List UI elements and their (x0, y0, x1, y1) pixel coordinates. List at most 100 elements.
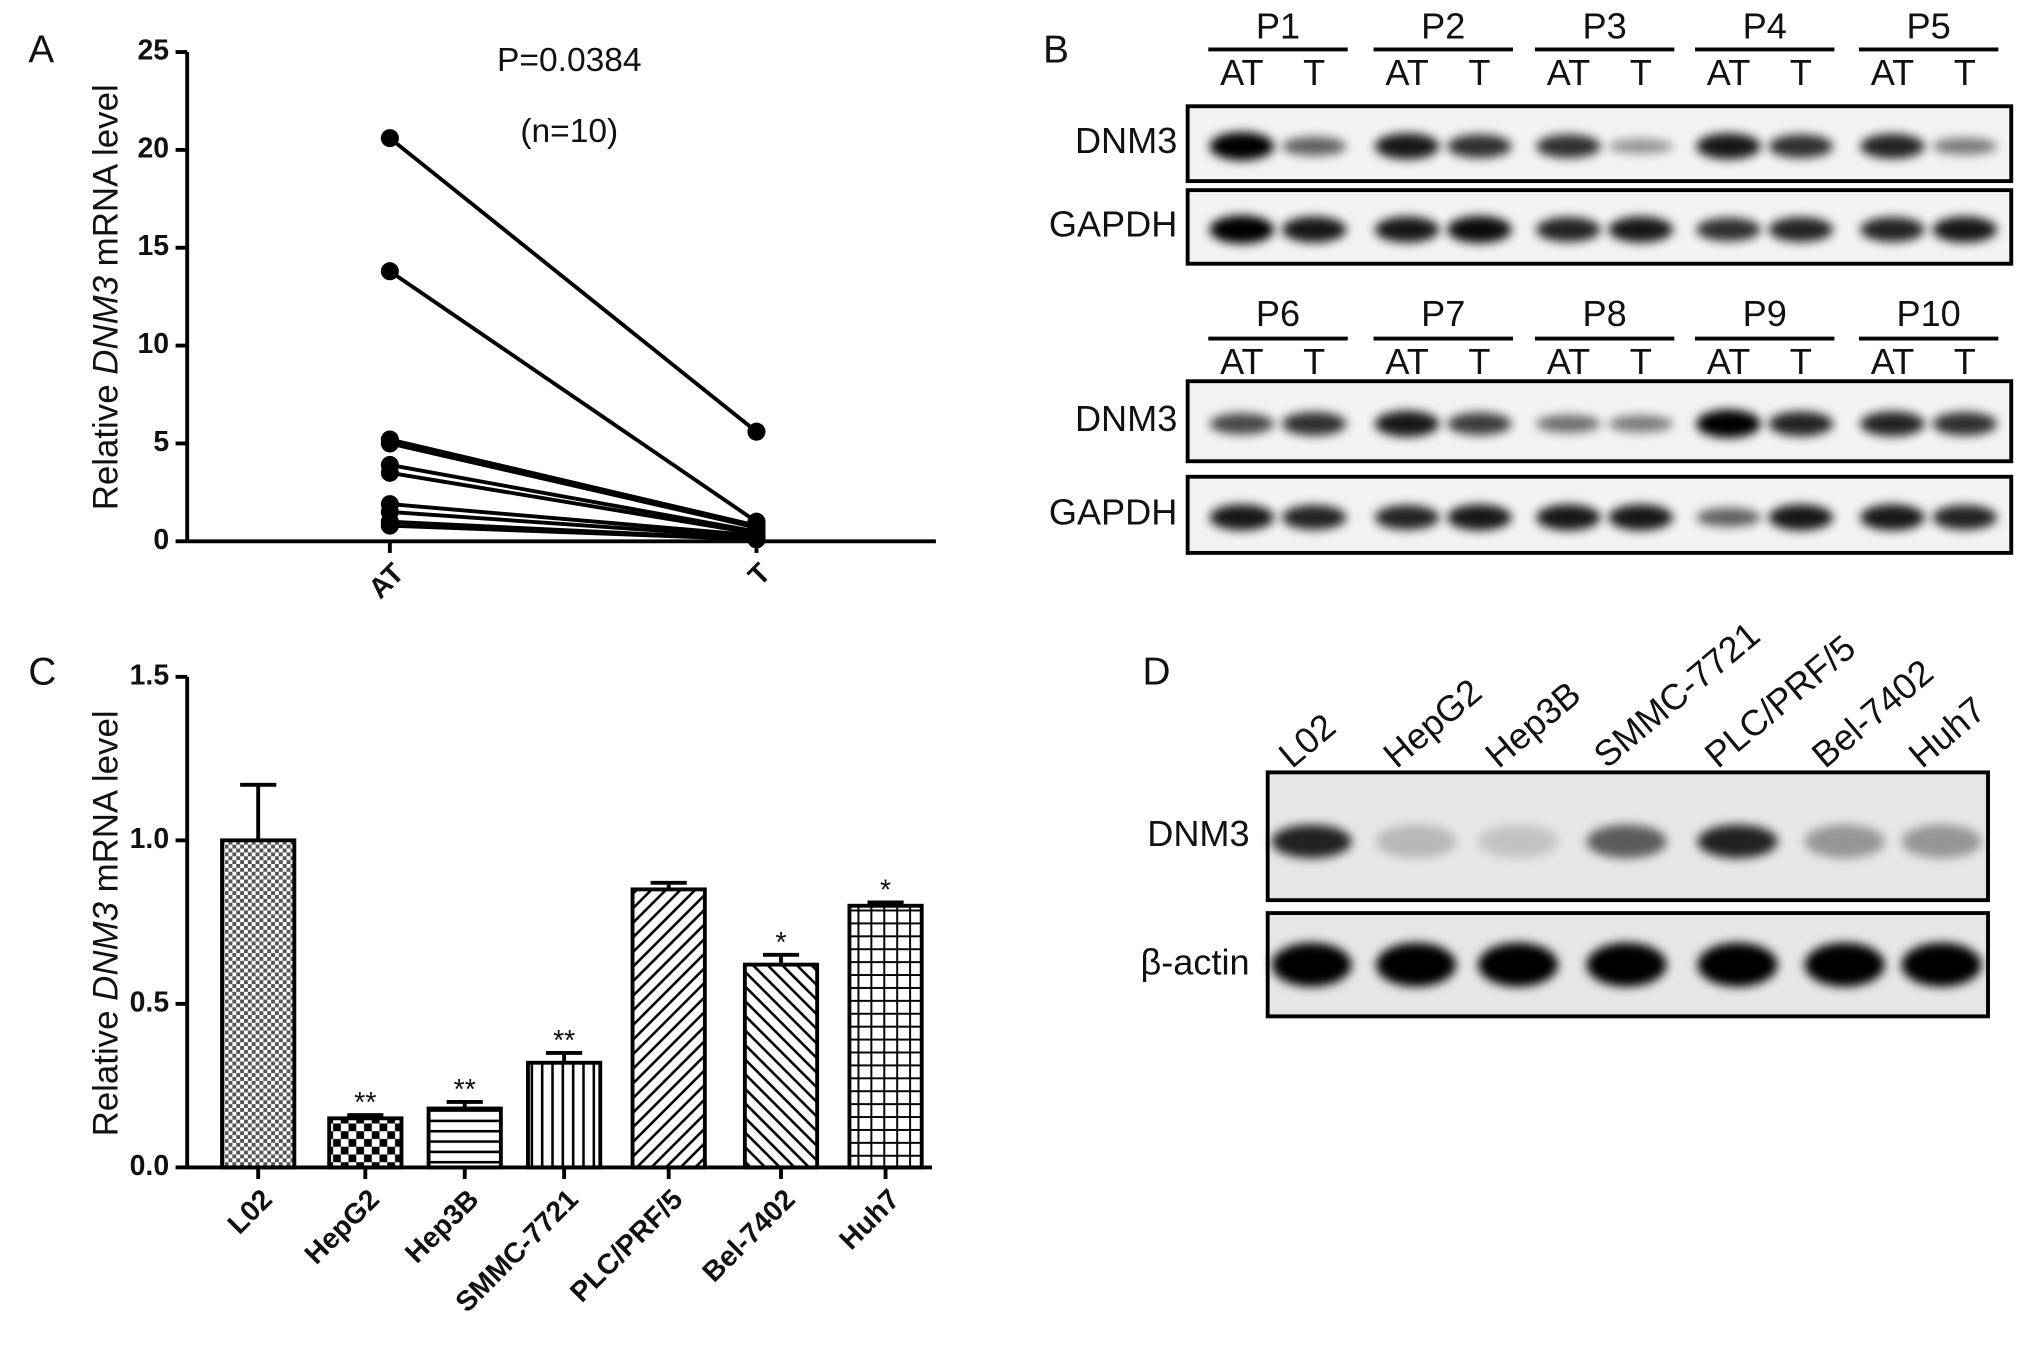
y-label-text: Relative (87, 1011, 126, 1137)
blot-band (1696, 409, 1761, 439)
patient-label: P8 (1583, 293, 1627, 334)
bar (847, 903, 924, 1170)
bar (526, 1060, 603, 1170)
data-point (747, 422, 766, 441)
y-label-gene: DNM3 (87, 901, 126, 1000)
y-tick-label: 0.5 (130, 986, 169, 1018)
patient-label: P9 (1743, 293, 1787, 334)
blot-band (1860, 411, 1925, 437)
bar (426, 1106, 503, 1170)
blot-band (1209, 132, 1275, 161)
lane-label: AT (1707, 341, 1750, 382)
blot-band (1932, 504, 1998, 530)
blot-band (1901, 942, 1982, 987)
blot-band (1271, 942, 1352, 987)
series-line (389, 470, 757, 536)
series-line (388, 269, 758, 524)
patient-label: P5 (1907, 5, 1951, 46)
annotation: (n=10) (520, 113, 618, 150)
blot-frame (1265, 911, 1990, 1019)
y-label-gene: DNM3 (87, 275, 126, 374)
lane-label: T (1790, 341, 1812, 382)
blot-band (1932, 137, 1998, 155)
blot-frame (1185, 474, 2014, 555)
lane-label: T (1303, 341, 1325, 382)
blot-band (1271, 824, 1352, 859)
blot-band (1374, 410, 1440, 437)
x-tick-label: PLC/PRF/5 (564, 1183, 689, 1308)
y-tick-label: 15 (138, 230, 170, 262)
y-label-text: Relative (87, 384, 126, 510)
y-axis-label: Relative DNM3 mRNA level (87, 710, 126, 1136)
y-tick-label: 0 (153, 524, 169, 556)
patient-label: P6 (1256, 293, 1300, 334)
bar (630, 887, 707, 1170)
blot-band (1901, 824, 1982, 859)
patient-label: P3 (1583, 5, 1627, 46)
patient-label: P10 (1896, 293, 1960, 334)
data-point (380, 434, 399, 453)
lane-label: T (1630, 341, 1652, 382)
blot-band (1374, 133, 1440, 160)
y-tick-label: 20 (138, 132, 170, 164)
blot-band (1376, 942, 1457, 987)
blot-band (1281, 136, 1347, 156)
y-tick-label: 1.5 (130, 659, 169, 691)
blot-band (1697, 824, 1778, 859)
lane-label: AT (1707, 52, 1750, 93)
x-tick-label: Hep3B (399, 1183, 485, 1269)
blot-band (1608, 415, 1674, 433)
lane-label: L02 (1271, 705, 1344, 775)
lane-label: AT (1871, 341, 1914, 382)
y-label-text: mRNA level (87, 84, 126, 266)
panel-label: A (28, 28, 54, 71)
x-tick-label: AT (363, 557, 411, 605)
lane-label: AT (1385, 52, 1428, 93)
row-label: GAPDH (1049, 491, 1177, 532)
patient-label: P1 (1256, 5, 1300, 46)
blot-band (1536, 217, 1601, 242)
blot-band (1209, 215, 1275, 244)
blot-band (1281, 216, 1347, 243)
x-tick-label: HepG2 (299, 1183, 386, 1270)
bar (220, 838, 297, 1170)
series-line (389, 441, 757, 530)
series-line (389, 523, 757, 542)
lane-label: T (1468, 52, 1490, 93)
patient-label: P7 (1421, 293, 1465, 334)
blot-band (1536, 504, 1601, 531)
panel-label: D (1142, 650, 1170, 693)
series-line (389, 510, 757, 540)
data-point (380, 463, 399, 482)
blot-band (1768, 504, 1834, 531)
row-label: DNM3 (1075, 120, 1177, 161)
blot-frame (1185, 104, 2014, 184)
blot-frame (1185, 379, 2014, 464)
row-label: β-actin (1140, 941, 1249, 982)
blot-band (1209, 504, 1275, 531)
x-tick-label: Huh7 (833, 1183, 906, 1256)
blot-band (1768, 134, 1834, 159)
x-tick-label: L02 (222, 1183, 279, 1240)
lane-label: AT (1547, 52, 1590, 93)
panel-label: C (28, 650, 56, 693)
series-line (389, 437, 757, 528)
patient-label: P4 (1743, 5, 1787, 46)
blot-band (1860, 133, 1925, 159)
significance-label: * (775, 927, 786, 959)
blot-band (1281, 411, 1347, 436)
row-label: DNM3 (1075, 398, 1177, 439)
blot-band (1804, 942, 1885, 987)
blot-band (1281, 504, 1347, 530)
lane-label: T (1303, 52, 1325, 93)
lane-label: AT (1220, 341, 1263, 382)
blot-band (1447, 504, 1512, 531)
blot-band (1374, 216, 1440, 243)
blot-frame (1185, 188, 2014, 266)
bar (742, 962, 820, 1170)
lane-label: T (1468, 341, 1490, 382)
y-tick-label: 5 (153, 426, 169, 458)
y-tick-label: 0.0 (130, 1150, 169, 1182)
